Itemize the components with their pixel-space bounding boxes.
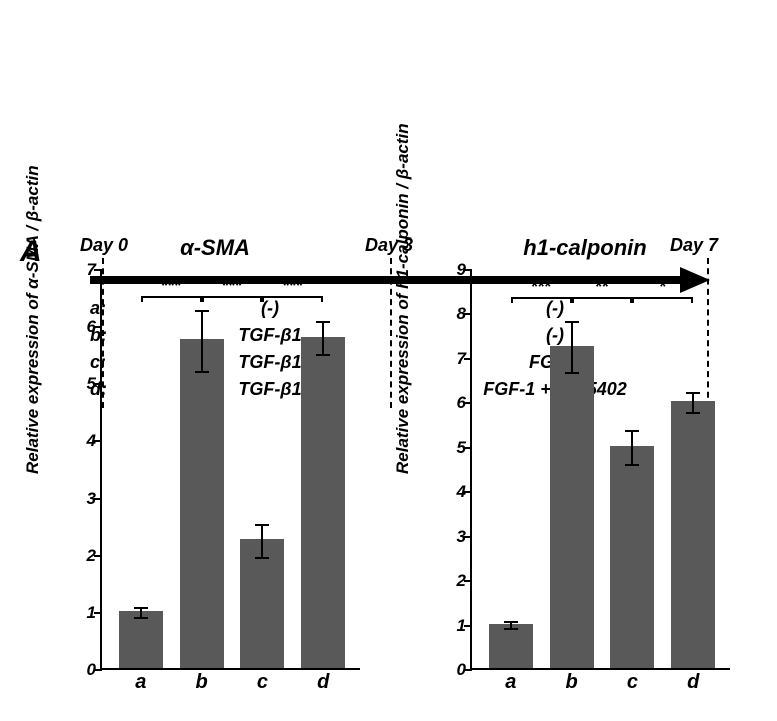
sig-bracket-tick (141, 296, 143, 302)
error-bar (692, 392, 694, 414)
sig-bracket-tick (511, 297, 513, 303)
error-cap (686, 392, 700, 394)
bar (119, 611, 163, 668)
bar-chart: α-SMARelative expression of α-SMA / β-ac… (45, 235, 385, 695)
x-category-label: a (489, 671, 533, 694)
y-tick-label: 0 (440, 660, 466, 680)
sig-label: *** (521, 277, 561, 297)
error-cap (134, 617, 148, 619)
y-tick-label: 7 (440, 349, 466, 369)
error-bar (631, 430, 633, 466)
error-bar (571, 321, 573, 374)
error-cap (504, 628, 518, 630)
error-cap (565, 321, 579, 323)
sig-label: *** (212, 276, 252, 296)
error-cap (565, 372, 579, 374)
bar (610, 446, 654, 668)
x-category-label: a (119, 671, 163, 694)
sig-label: ** (582, 277, 622, 297)
sig-label: *** (273, 276, 313, 296)
sig-label: * (643, 277, 683, 297)
error-cap (316, 354, 330, 356)
bar (550, 346, 594, 668)
y-tick-label: 2 (440, 571, 466, 591)
y-tick-label: 1 (440, 616, 466, 636)
sig-bracket-tick (262, 296, 264, 302)
sig-bracket (202, 296, 263, 298)
error-cap (195, 310, 209, 312)
y-axis-label: Relative expression of h1-calponin / β-a… (393, 124, 413, 475)
x-category-label: d (301, 671, 345, 694)
y-tick-label: 1 (70, 603, 96, 623)
sig-bracket-tick (691, 297, 693, 303)
sig-bracket-tick (321, 296, 323, 302)
error-cap (625, 430, 639, 432)
x-category-label: b (180, 671, 224, 694)
sig-bracket (511, 297, 572, 299)
y-tick-label: 7 (70, 260, 96, 280)
error-bar (261, 524, 263, 558)
sig-bracket-tick (202, 296, 204, 302)
charts-container: α-SMARelative expression of α-SMA / β-ac… (45, 235, 757, 695)
sig-bracket-tick (572, 297, 574, 303)
error-cap (195, 371, 209, 373)
y-tick-label: 5 (440, 438, 466, 458)
plot-area: 01234567abcd********* (100, 270, 360, 670)
error-cap (686, 412, 700, 414)
error-cap (316, 321, 330, 323)
error-cap (504, 621, 518, 623)
error-cap (255, 524, 269, 526)
error-bar (322, 321, 324, 355)
x-category-label: d (671, 671, 715, 694)
sig-bracket (572, 297, 633, 299)
bar (240, 539, 284, 668)
sig-bracket-tick (632, 297, 634, 303)
y-tick-label: 4 (440, 482, 466, 502)
x-category-label: c (240, 671, 284, 694)
plot-area: 0123456789abcd****** (470, 270, 730, 670)
bar (671, 401, 715, 668)
error-bar (201, 310, 203, 373)
bar (489, 624, 533, 668)
y-tick-label: 3 (440, 527, 466, 547)
error-cap (625, 464, 639, 466)
bar (301, 337, 345, 668)
y-tick-label: 6 (440, 393, 466, 413)
y-tick-label: 2 (70, 546, 96, 566)
sig-bracket (141, 296, 202, 298)
sig-bracket (262, 296, 323, 298)
chart-title: h1-calponin (415, 235, 755, 261)
y-tick-label: 0 (70, 660, 96, 680)
bar (180, 339, 224, 668)
y-tick-label: 4 (70, 431, 96, 451)
y-tick-label: 6 (70, 317, 96, 337)
sig-bracket (632, 297, 693, 299)
chart-title: α-SMA (45, 235, 385, 261)
y-axis-label: Relative expression of α-SMA / β-actin (23, 166, 43, 475)
bar-chart: h1-calponinRelative expression of h1-cal… (415, 235, 755, 695)
error-cap (134, 607, 148, 609)
sig-label: *** (151, 276, 191, 296)
x-category-label: b (550, 671, 594, 694)
y-tick-label: 3 (70, 489, 96, 509)
x-category-label: c (610, 671, 654, 694)
y-tick-label: 9 (440, 260, 466, 280)
y-tick-label: 8 (440, 304, 466, 324)
y-tick-label: 5 (70, 374, 96, 394)
error-cap (255, 557, 269, 559)
